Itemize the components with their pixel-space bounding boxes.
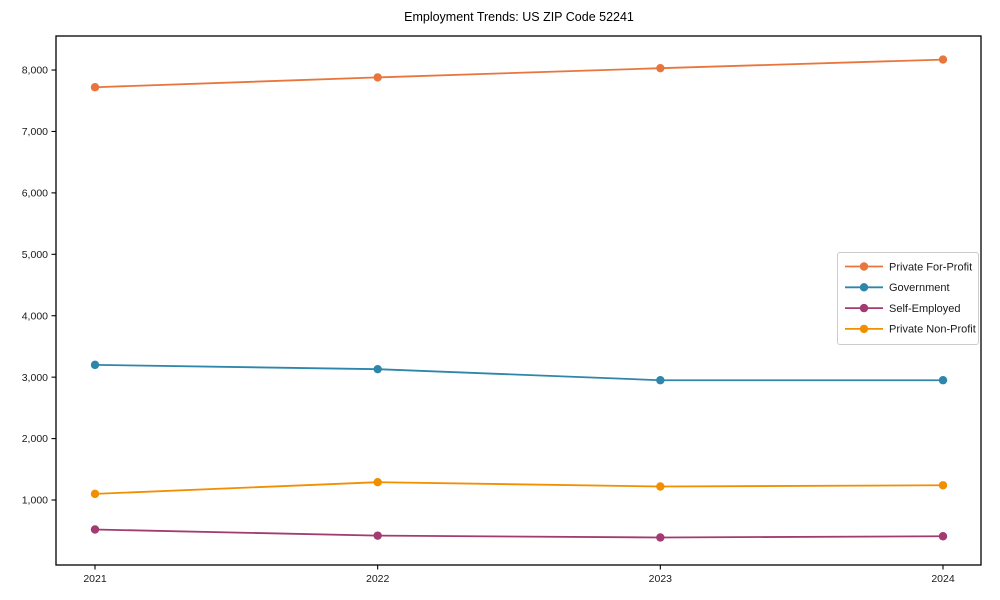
- series-marker: [90, 525, 100, 534]
- series-marker: [656, 376, 665, 385]
- series-line: [94, 481, 944, 495]
- y-tick-label: 3,000: [22, 372, 48, 384]
- legend-item: Government: [845, 282, 950, 294]
- series-marker: [656, 482, 665, 491]
- legend-marker-icon: [859, 303, 869, 313]
- legend: Private For-Profit Government Self-Employe…: [837, 252, 979, 345]
- x-tick-label: 2022: [366, 573, 390, 585]
- x-tick-label: 2023: [649, 573, 673, 585]
- series-marker: [938, 376, 948, 385]
- series-marker: [90, 489, 100, 499]
- y-tick-label: 6,000: [22, 187, 48, 199]
- series-marker: [90, 360, 100, 370]
- series-marker: [373, 477, 382, 487]
- y-tick-label: 4,000: [22, 310, 48, 322]
- series-marker: [938, 55, 948, 64]
- legend-box: [837, 252, 979, 345]
- x-tick-label: 2024: [931, 573, 955, 585]
- legend-item: Private For-Profit: [845, 261, 972, 273]
- series-line: [94, 58, 944, 89]
- axes-frame: [55, 35, 982, 566]
- series-marker: [373, 73, 382, 82]
- chart-title: Employment Trends: US ZIP Code 52241: [404, 10, 634, 24]
- plot-area: 1,000 2,000 3,000 4,000 5,000 6,000 7,000 8,000…: [22, 35, 982, 585]
- legend-marker-icon: [859, 324, 869, 334]
- legend-label: Private For-Profit: [889, 261, 972, 273]
- series-marker: [90, 83, 100, 92]
- series-marker: [373, 531, 382, 540]
- legend-label: Government: [889, 282, 950, 294]
- series-marker: [656, 63, 665, 73]
- legend-label: Private Non-Profit: [889, 324, 976, 336]
- legend-label: Self-Employed: [889, 303, 961, 315]
- series-line: [94, 528, 944, 539]
- series-line: [94, 363, 944, 382]
- series-marker: [656, 533, 665, 542]
- series-marker: [938, 481, 948, 490]
- legend-marker-icon: [859, 283, 869, 292]
- y-tick-label: 2,000: [22, 433, 48, 445]
- legend-item: Self-Employed: [845, 303, 961, 315]
- legend-item: Private Non-Profit: [845, 324, 976, 336]
- series-marker: [373, 364, 382, 374]
- legend-marker-icon: [859, 262, 869, 271]
- y-tick-label: 8,000: [22, 65, 48, 77]
- series-marker: [938, 532, 948, 541]
- y-tick-label: 7,000: [22, 126, 48, 138]
- y-tick-label: 5,000: [22, 249, 48, 261]
- x-tick-label: 2021: [83, 573, 107, 585]
- y-tick-label: 1,000: [22, 495, 48, 507]
